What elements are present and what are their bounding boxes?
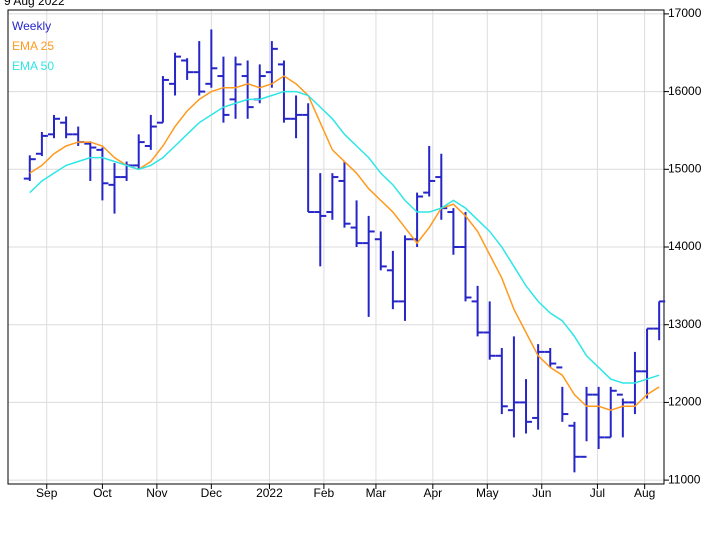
y-tick-label: 13000 <box>668 317 702 331</box>
y-tick-label: 15000 <box>668 161 702 175</box>
x-tick-label: Nov <box>146 486 167 500</box>
legend-entry: EMA 25 <box>12 39 54 53</box>
x-tick-label: 2022 <box>256 486 283 500</box>
legend-entry: EMA 50 <box>12 59 54 73</box>
y-tick-label: 17000 <box>668 6 702 20</box>
y-tick-label: 12000 <box>668 395 702 409</box>
x-tick-label: Sep <box>36 486 58 500</box>
ema-line <box>29 90 660 384</box>
x-tick-label: Aug <box>634 486 655 500</box>
legend-entry: Weekly <box>12 19 51 33</box>
x-tick-label: Mar <box>366 486 387 500</box>
x-tick-label: Dec <box>201 486 222 500</box>
x-tick-label: Apr <box>423 486 442 500</box>
x-tick-label: Jul <box>590 486 605 500</box>
x-tick-label: May <box>476 486 499 500</box>
plot-frame <box>7 9 665 485</box>
y-tick-label: 14000 <box>668 239 702 253</box>
x-tick-label: Jun <box>532 486 551 500</box>
chart-subtitle: 9 Aug 2022 <box>4 0 65 8</box>
y-tick-label: 16000 <box>668 84 702 98</box>
x-tick-label: Oct <box>93 486 112 500</box>
x-tick-label: Feb <box>314 486 335 500</box>
y-tick-label: 11000 <box>668 472 701 486</box>
